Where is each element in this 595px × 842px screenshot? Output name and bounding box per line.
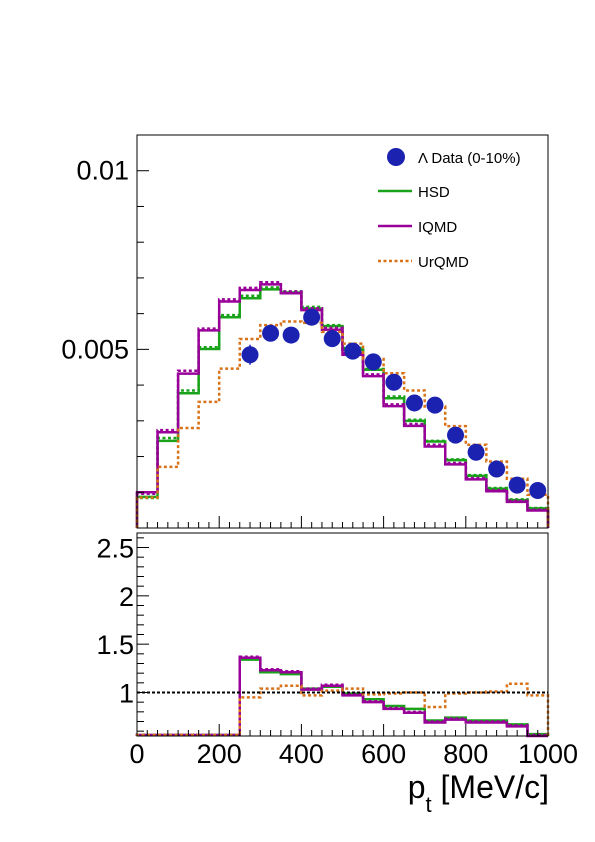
data-point [447,426,465,444]
legend-label-hsd: HSD [418,184,450,201]
x-axis-title-unit: [MeV/c] [432,769,549,805]
legend-label-iqmd: IQMD [418,219,457,236]
legend-marker-data [387,148,405,166]
data-points [241,308,547,499]
ratio-panel: 1 1.5 2 2.5 0 200 400 600 800 1000 [96,532,578,769]
data-point [529,481,547,499]
main-y-tick-label: 0.005 [61,334,129,364]
x-tick-label: 600 [361,739,406,769]
ratio-y-tick-label: 1 [119,679,134,709]
data-point [303,308,321,326]
main-y-tick-label: 0.01 [76,156,129,186]
x-axis-title: pt [MeV/c] [408,769,549,817]
data-point [385,373,403,391]
data-point [344,342,362,360]
legend-label-data: Λ Data (0-10%) [418,150,521,167]
histogram-iqmd_alt [135,655,550,737]
data-point [508,476,526,494]
x-axis-title-sub: t [426,792,432,817]
x-tick-label: 1000 [518,739,578,769]
histogram-urqmd [135,682,550,737]
data-point [364,353,382,371]
legend-label-urqmd: UrQMD [418,254,469,271]
data-point [426,396,444,414]
data-point [405,394,423,412]
ratio-axes: 1 1.5 2 2.5 0 200 400 600 800 1000 [96,532,578,769]
data-point [488,460,506,478]
ratio-y-tick-label: 2 [119,582,134,612]
histogram-iqmd_alt [135,280,550,528]
legend: Λ Data (0-10%) HSD IQMD UrQMD [378,148,521,271]
main-histograms [135,280,550,528]
x-tick-label: 0 [129,739,144,769]
data-point [323,330,341,348]
data-point [282,326,300,344]
main-panel: 0.005 0.01 Λ Data (0-10%) HSD IQMD UrQMD [61,134,550,529]
histogram-urqmd [135,320,550,528]
ratio-y-tick-label: 2.5 [96,534,134,564]
x-tick-label: 400 [279,739,324,769]
data-point [467,443,485,461]
x-tick-label: 800 [443,739,488,769]
data-point [241,346,259,364]
ratio-y-tick-label: 1.5 [96,630,134,660]
x-tick-label: 200 [197,739,242,769]
data-point [262,324,280,342]
main-axes: 0.005 0.01 [61,134,549,529]
x-axis-title-p: p [408,769,426,805]
